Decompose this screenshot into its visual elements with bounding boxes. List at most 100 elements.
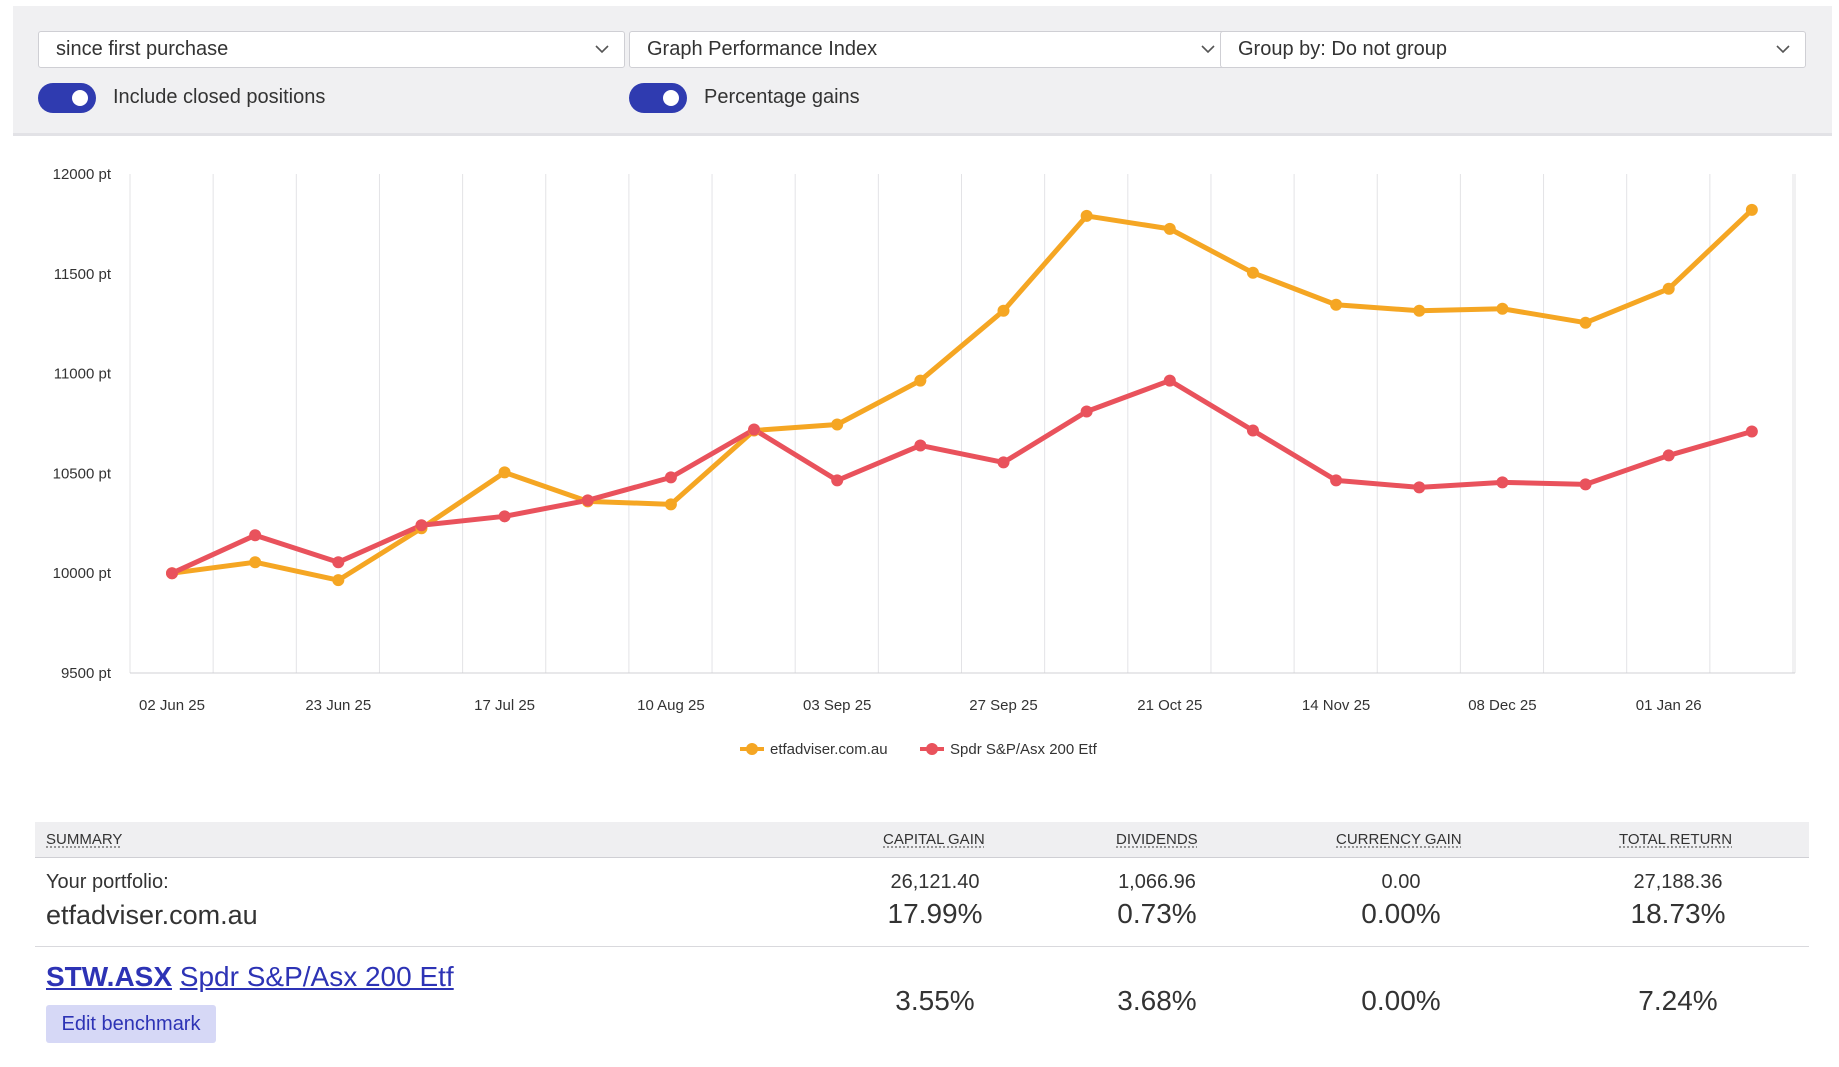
portfolio-dividends-pct: 0.73% <box>1117 898 1197 929</box>
y-tick-label: 10000 pt <box>53 565 112 582</box>
chart-series <box>166 203 1758 587</box>
chevron-down-icon <box>1201 45 1215 54</box>
period-select[interactable]: since first purchase <box>38 31 625 68</box>
x-tick-label: 14 Nov 25 <box>1302 697 1370 714</box>
group-by-select-value: Group by: Do not group <box>1238 38 1448 60</box>
graph-type-select[interactable]: Graph Performance Index <box>629 31 1231 68</box>
legend-label: Spdr S&P/Asx 200 Etf <box>950 741 1098 758</box>
benchmark-title: STW.ASX Spdr S&P/Asx 200 Etf <box>46 961 454 993</box>
header-summary: SUMMARY <box>46 831 123 848</box>
series-line-1 <box>169 378 1755 576</box>
data-point-1 <box>1246 424 1259 437</box>
x-axis: 02 Jun 25 23 Jun 25 17 Jul 25 10 Aug 25 03 S… <box>139 697 1702 714</box>
benchmark-total-return-pct: 7.24% <box>1638 985 1718 1016</box>
data-point-0 <box>249 556 262 569</box>
data-point-1 <box>1579 478 1592 491</box>
benchmark-row: STW.ASX Spdr S&P/Asx 200 Etf Edit benchm… <box>35 947 1809 1057</box>
benchmark-ticker-link[interactable]: STW.ASX <box>46 961 173 992</box>
data-point-0 <box>1080 209 1093 222</box>
toggle-knob <box>663 90 679 106</box>
data-point-1 <box>914 439 927 452</box>
data-point-0 <box>1579 316 1592 329</box>
data-point-1 <box>1496 476 1509 489</box>
data-point-1 <box>831 474 844 487</box>
edit-benchmark-button[interactable]: Edit benchmark <box>46 1005 216 1043</box>
portfolio-total-return: 27,188.36 <box>1633 871 1723 893</box>
legend-label: etfadviser.com.au <box>770 741 888 758</box>
header-total-return: TOTAL RETURN <box>1619 831 1733 848</box>
legend-item-1: Spdr S&P/Asx 200 Etf <box>920 741 1098 758</box>
data-point-0 <box>1662 282 1675 295</box>
data-point-0 <box>1413 304 1426 317</box>
y-tick-label: 12000 pt <box>53 166 112 183</box>
legend-swatch-dot <box>926 743 938 755</box>
y-tick-label: 9500 pt <box>61 665 112 682</box>
x-tick-label: 23 Jun 25 <box>305 697 371 714</box>
data-point-1 <box>332 556 345 569</box>
data-point-1 <box>748 423 761 436</box>
closed-positions-toggle[interactable] <box>38 83 96 113</box>
y-tick-label: 11000 pt <box>54 366 112 383</box>
summary-header: SUMMARY CAPITAL GAIN DIVIDENDS CURRENCY … <box>35 822 1809 858</box>
chevron-down-icon <box>595 45 609 54</box>
x-tick-label: 21 Oct 25 <box>1137 697 1202 714</box>
data-point-1 <box>997 456 1010 469</box>
data-point-1 <box>581 494 594 507</box>
period-select-value: since first purchase <box>56 38 229 60</box>
data-point-0 <box>664 498 677 511</box>
x-tick-label: 27 Sep 25 <box>969 697 1037 714</box>
portfolio-name: etfadviser.com.au <box>46 900 258 930</box>
percentage-gains-toggle[interactable] <box>629 83 687 113</box>
data-point-0 <box>1246 266 1259 279</box>
header-currency-gain: CURRENCY GAIN <box>1336 831 1462 848</box>
group-by-select[interactable]: Group by: Do not group <box>1220 31 1806 68</box>
legend-item-0: etfadviser.com.au <box>740 741 888 758</box>
benchmark-currency-gain-pct: 0.00% <box>1361 985 1441 1016</box>
portfolio-currency-gain: 0.00 <box>1381 871 1421 893</box>
chart-grid <box>129 174 1796 674</box>
benchmark-capital-gain-pct: 3.55% <box>895 985 975 1016</box>
portfolio-label: Your portfolio: <box>46 871 169 893</box>
data-point-0 <box>1330 298 1343 311</box>
data-point-0 <box>997 304 1010 317</box>
header-capital-gain: CAPITAL GAIN <box>883 831 985 848</box>
data-point-1 <box>664 471 677 484</box>
portfolio-total-return-pct: 18.73% <box>1630 898 1726 929</box>
x-tick-label: 10 Aug 25 <box>637 697 705 714</box>
portfolio-dividends: 1,066.96 <box>1118 871 1196 893</box>
graph-type-select-value: Graph Performance Index <box>647 38 878 60</box>
x-tick-label: 02 Jun 25 <box>139 697 205 714</box>
benchmark-name-link[interactable]: Spdr S&P/Asx 200 Etf <box>179 961 454 992</box>
data-point-0 <box>332 574 345 587</box>
series-line-0 <box>169 207 1755 583</box>
data-point-0 <box>1163 222 1176 235</box>
x-tick-label: 03 Sep 25 <box>803 697 871 714</box>
toggle-knob <box>72 90 88 106</box>
closed-positions-row: Include closed positions <box>38 83 438 113</box>
portfolio-capital-gain-pct: 17.99% <box>887 898 983 929</box>
y-axis: 12000 pt 11500 pt 11000 pt 10500 pt 10000 pt… <box>53 166 112 682</box>
chart-legend: etfadviser.com.au Spdr S&P/Asx 200 Etf <box>740 741 1098 758</box>
closed-positions-label: Include closed positions <box>113 86 326 108</box>
data-point-1 <box>498 510 511 523</box>
data-point-1 <box>1745 425 1758 438</box>
chevron-down-icon <box>1776 45 1790 54</box>
portfolio-row: Your portfolio: etfadviser.com.au 26,121… <box>35 858 1809 947</box>
data-point-1 <box>1330 474 1343 487</box>
y-tick-label: 10500 pt <box>53 465 112 482</box>
portfolio-capital-gain: 26,121.40 <box>890 871 980 893</box>
data-point-1 <box>1080 405 1093 418</box>
data-point-0 <box>831 418 844 431</box>
data-point-0 <box>498 466 511 479</box>
summary-table: SUMMARY CAPITAL GAIN DIVIDENDS CURRENCY … <box>35 822 1809 1057</box>
data-point-1 <box>249 529 262 542</box>
header-dividends: DIVIDENDS <box>1116 831 1198 848</box>
data-point-1 <box>1413 481 1426 494</box>
data-point-1 <box>1163 374 1176 387</box>
data-point-1 <box>1662 449 1675 462</box>
data-point-1 <box>166 567 178 580</box>
data-point-1 <box>415 519 428 532</box>
x-tick-label: 17 Jul 25 <box>474 697 535 714</box>
data-point-0 <box>1496 302 1509 315</box>
percentage-gains-label: Percentage gains <box>704 86 860 108</box>
